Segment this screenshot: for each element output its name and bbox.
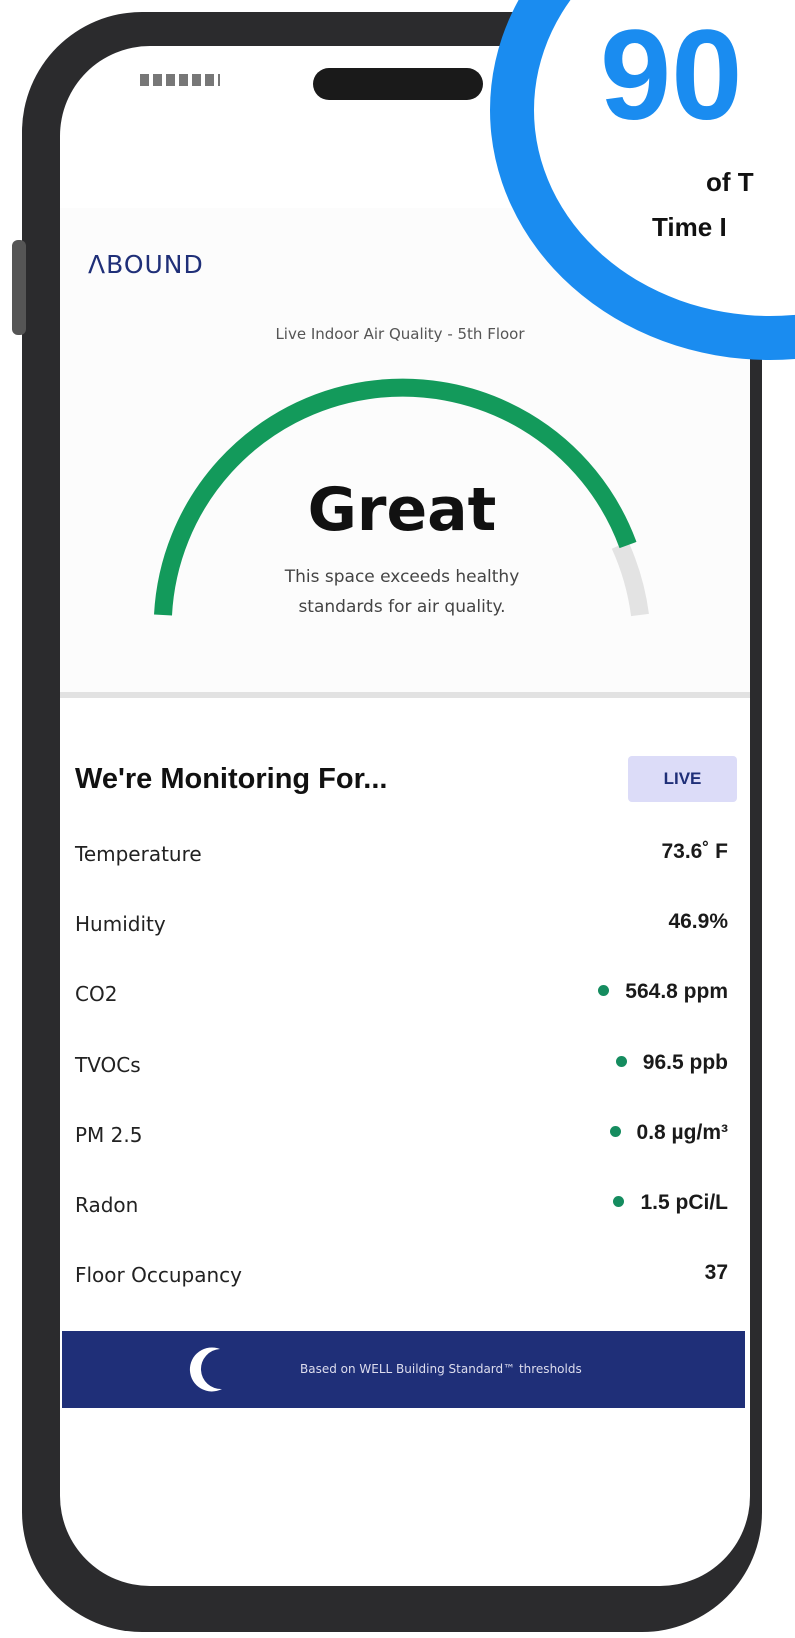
metric-value: 564.8 ppm [598, 980, 728, 1004]
metric-label: CO2 [75, 982, 117, 1006]
metric-value: 37 [705, 1261, 728, 1285]
metric-value-text: 0.8 µg/m³ [637, 1121, 728, 1144]
footer: Based on WELL Building Standard™ thresho… [62, 1331, 745, 1408]
metric-value-text: 96.5 ppb [643, 1051, 728, 1074]
page: ΛBOUND Live Indoor Air Quality - 5th Flo… [0, 0, 795, 1638]
metric-row: Temperature 73.6˚ F [75, 834, 728, 874]
status-dot [598, 985, 609, 996]
metric-label: Temperature [75, 842, 202, 866]
metric-row: Radon 1.5 pCi/L [75, 1185, 728, 1225]
metric-label: Radon [75, 1193, 138, 1217]
metric-value-text: 73.6˚ F [661, 840, 728, 863]
metric-label: Humidity [75, 912, 166, 936]
stage: ΛBOUND Live Indoor Air Quality - 5th Flo… [0, 0, 795, 1638]
gauge-track [620, 545, 640, 615]
overlay-line1: of T [706, 167, 754, 198]
metric-row: Floor Occupancy 37 [75, 1255, 728, 1295]
metric-value-text: 1.5 pCi/L [640, 1191, 728, 1214]
metric-value: 73.6˚ F [661, 840, 728, 864]
overlay-big: 90 [600, 12, 742, 140]
metric-value-text: 46.9% [668, 910, 728, 933]
metric-value: 46.9% [668, 910, 728, 934]
status-dot [616, 1056, 627, 1067]
description-2: standards for air quality. [200, 597, 604, 617]
description-1: This space exceeds healthy [200, 567, 604, 587]
metric-value: 0.8 µg/m³ [610, 1121, 728, 1145]
metric-label: Floor Occupancy [75, 1263, 242, 1287]
status-dot [613, 1196, 624, 1207]
metric-label: TVOCs [75, 1053, 141, 1077]
metric-row: Humidity 46.9% [75, 904, 728, 944]
metric-row: CO2 564.8 ppm [75, 974, 728, 1014]
heading: We're Monitoring For... [75, 763, 387, 796]
metric-row: TVOCs 96.5 ppb [75, 1045, 728, 1085]
live-badge: LIVE [628, 756, 737, 802]
metric-value-text: 37 [705, 1261, 728, 1284]
metric-value: 1.5 pCi/L [613, 1191, 728, 1215]
metric-value: 96.5 ppb [616, 1051, 728, 1075]
metric-value-text: 564.8 ppm [625, 980, 728, 1003]
well-logo-shape [190, 1347, 222, 1391]
metric-row: PM 2.5 0.8 µg/m³ [75, 1115, 728, 1155]
footer-text: Based on WELL Building Standard™ thresho… [300, 1362, 582, 1376]
status-dot [610, 1126, 621, 1137]
overlay-line2: Time I [652, 212, 727, 243]
status: Great [200, 475, 604, 545]
well-logo [180, 1341, 240, 1401]
metric-label: PM 2.5 [75, 1123, 142, 1147]
